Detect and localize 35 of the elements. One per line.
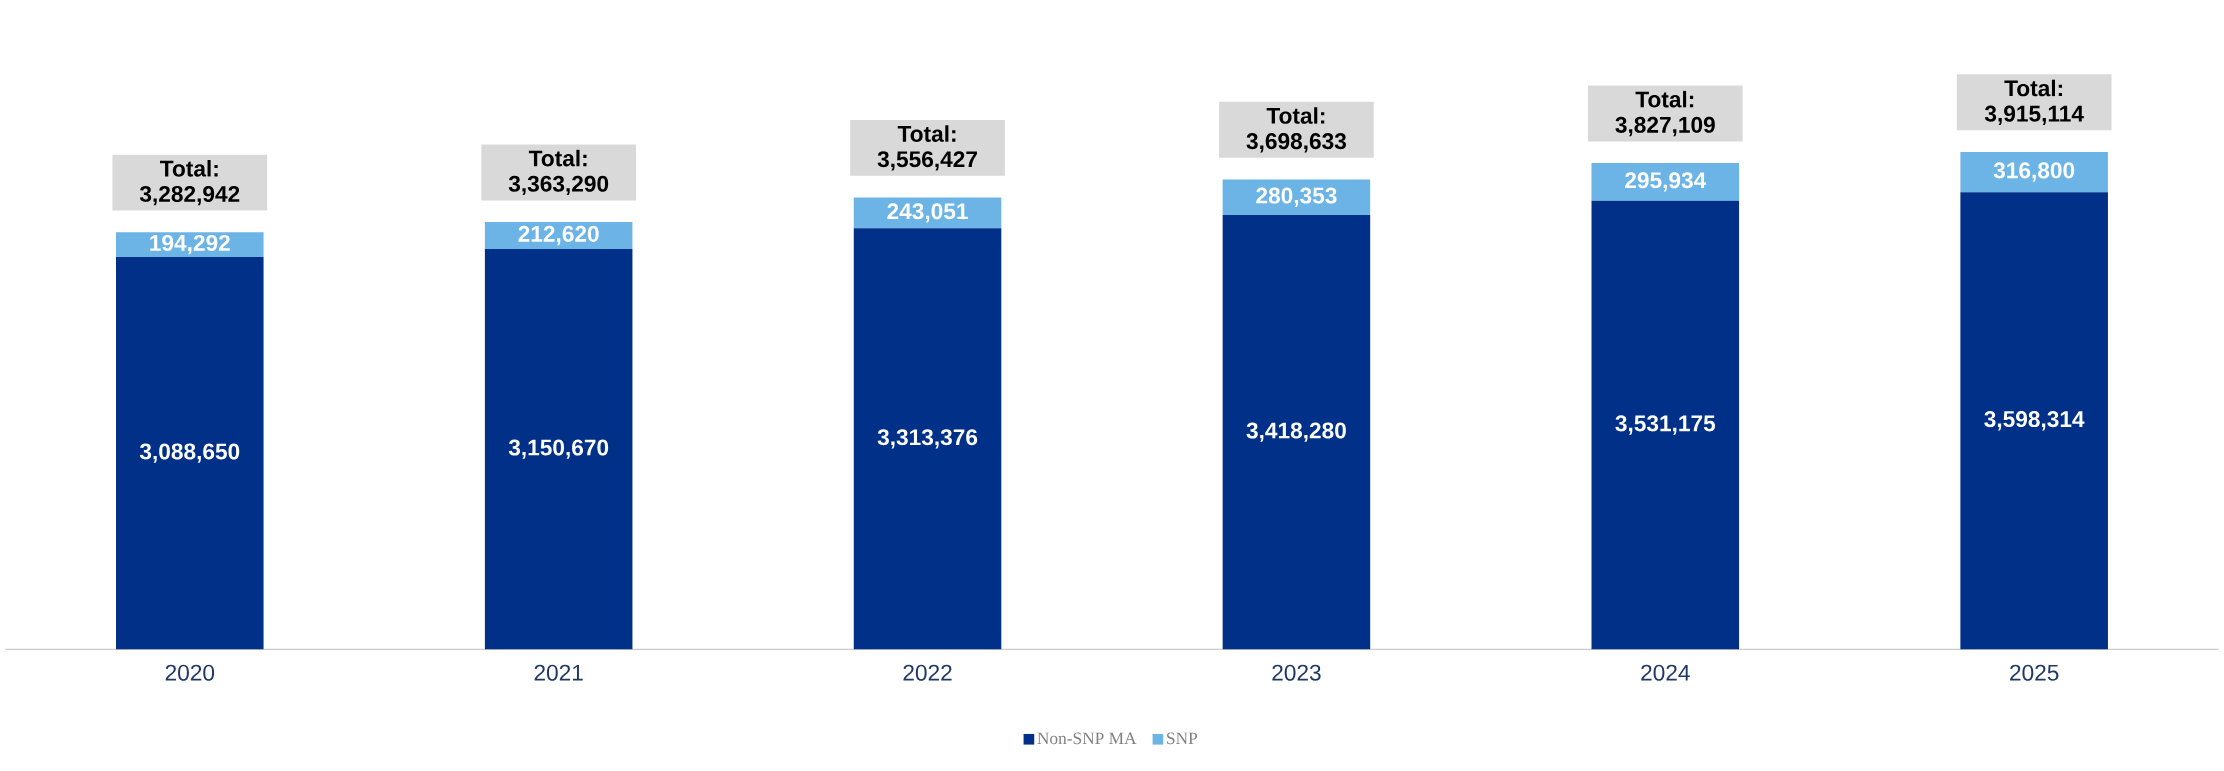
total-label: Total: 3,282,942 — [139, 160, 240, 206]
x-tick-label: 2025 — [2010, 664, 2059, 681]
x-tick-label: 2023 — [1272, 664, 1321, 681]
bar — [1591, 200, 1740, 650]
legend-label: Non-SNP MA — [1037, 732, 1137, 745]
data-label: 3,088,650 — [139, 443, 240, 463]
data-label: 3,531,175 — [1615, 415, 1716, 435]
data-label: 212,620 — [518, 226, 599, 246]
total-label: Total: 3,698,633 — [1246, 107, 1347, 153]
bar — [1222, 215, 1371, 650]
x-tick-label: 2024 — [1641, 664, 1690, 681]
total-label: Total: 3,556,427 — [877, 125, 977, 171]
data-label: 295,934 — [1625, 172, 1707, 192]
total-label: Total: 3,827,109 — [1615, 91, 1715, 137]
data-label: 3,598,314 — [1984, 411, 2085, 431]
legend-label: SNP — [1167, 732, 1198, 745]
data-label: 316,800 — [1993, 162, 2075, 182]
x-tick-label: 2020 — [165, 664, 215, 681]
bar — [1960, 192, 2108, 650]
bar — [116, 257, 264, 650]
total-label: Total: 3,915,114 — [1984, 79, 2084, 126]
data-label: 3,313,376 — [877, 429, 978, 449]
bar — [484, 249, 633, 650]
total-label: Total: 3,363,290 — [508, 149, 609, 196]
data-label: 194,292 — [150, 235, 230, 255]
data-label: 3,418,280 — [1246, 422, 1346, 443]
data-label: 280,353 — [1256, 187, 1337, 208]
data-label: 243,051 — [887, 203, 968, 223]
bar — [1591, 163, 1740, 201]
bar — [1222, 179, 1371, 216]
x-tick-label: 2022 — [903, 664, 952, 681]
x-tick-label: 2021 — [534, 664, 583, 681]
data-label: 3,150,670 — [508, 439, 609, 460]
bar — [853, 228, 1002, 650]
bar — [1960, 152, 2108, 193]
